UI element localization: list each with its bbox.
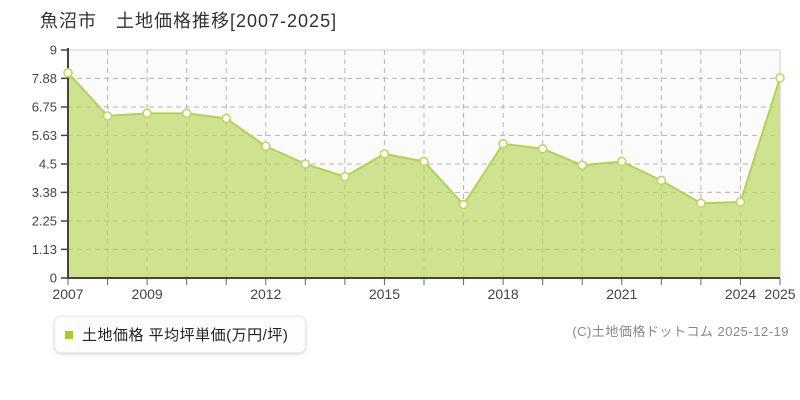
legend-label: 土地価格 平均坪単価(万円/坪) xyxy=(82,327,289,344)
data-point-2018[interactable] xyxy=(498,138,508,149)
y-tick-label: 3.38 xyxy=(32,185,57,200)
data-point-2017[interactable] xyxy=(458,199,469,210)
price-area-fill xyxy=(68,72,780,278)
data-point-2025[interactable] xyxy=(775,73,785,83)
data-point-2022[interactable] xyxy=(656,175,667,186)
data-point-2019[interactable] xyxy=(537,144,548,154)
y-tick-label: 4.5 xyxy=(39,157,57,172)
x-tick-label: 2021 xyxy=(606,286,637,302)
y-tick-label: 1.13 xyxy=(32,242,57,257)
data-point-2014[interactable] xyxy=(340,171,350,182)
data-point-2009[interactable] xyxy=(142,108,152,119)
data-point-2020[interactable] xyxy=(577,160,588,171)
y-tick-label: 9 xyxy=(50,43,57,58)
data-point-2011[interactable] xyxy=(221,113,232,124)
price-trend-plot: 0 1.13 2.25 3.38 4.5 5.63 6.75 7.88 9 2007 2009 201… xyxy=(32,43,796,303)
data-point-2016[interactable] xyxy=(419,156,429,167)
data-point-2024[interactable] xyxy=(735,197,746,207)
data-point-2012[interactable] xyxy=(260,141,271,152)
chart-title: 魚沼市 土地価格推移[2007-2025] xyxy=(40,11,338,31)
x-tick-label: 2018 xyxy=(488,286,519,302)
x-tick-label: 2007 xyxy=(52,286,83,302)
y-tick-label: 7.88 xyxy=(32,71,57,86)
data-point-2007[interactable] xyxy=(63,68,73,78)
data-point-2013[interactable] xyxy=(300,159,311,169)
y-tick-label: 6.75 xyxy=(32,100,57,115)
y-tick-label: 0 xyxy=(50,271,57,286)
data-point-2021[interactable] xyxy=(616,156,627,167)
y-tick-label: 2.25 xyxy=(32,214,57,229)
legend: 土地価格 平均坪単価(万円/坪) xyxy=(54,316,307,353)
data-point-2010[interactable] xyxy=(181,108,192,119)
x-tick-label: 2009 xyxy=(132,286,163,302)
legend-swatch-icon xyxy=(65,330,73,339)
y-tick-label: 5.63 xyxy=(32,128,57,143)
x-tick-label: 2015 xyxy=(369,286,400,302)
copyright-text: (C)土地価格ドットコム 2025-12-19 xyxy=(572,324,789,339)
data-point-2023[interactable] xyxy=(696,198,706,209)
x-tick-label: 2025 xyxy=(764,286,795,302)
x-tick-label: 2012 xyxy=(250,286,281,302)
data-point-2008[interactable] xyxy=(102,111,113,121)
x-tick-label: 2024 xyxy=(725,286,756,302)
data-point-2015[interactable] xyxy=(379,149,390,159)
